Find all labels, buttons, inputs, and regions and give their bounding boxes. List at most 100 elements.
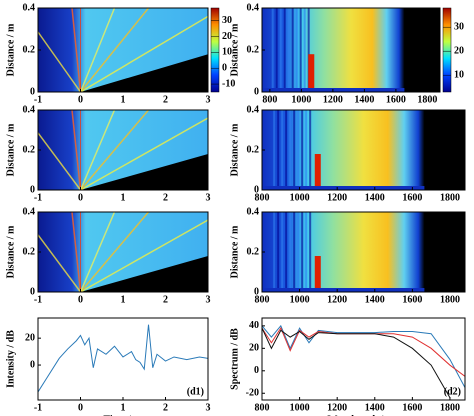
x-tick-label: 1600 bbox=[402, 192, 422, 203]
heatmap-dark bbox=[80, 54, 208, 92]
y-tick-label: 0.2 bbox=[23, 44, 36, 55]
x-tick-label: -1 bbox=[34, 402, 42, 413]
y-tick-label: 0.4 bbox=[247, 2, 260, 13]
x-tick-label: 1600 bbox=[402, 402, 422, 413]
heatmap-floor bbox=[262, 186, 425, 190]
x-tick-label: 1600 bbox=[386, 94, 406, 105]
x-tick-label: 800 bbox=[262, 94, 277, 105]
y-tick-label: 0.2 bbox=[247, 246, 260, 257]
x-tick-label: 1800 bbox=[440, 192, 460, 203]
heatmap-spike bbox=[314, 256, 321, 292]
plot-area bbox=[262, 324, 465, 399]
heatmap-bg bbox=[262, 110, 465, 190]
x-tick-label: 3 bbox=[206, 94, 211, 105]
heatmap-streak bbox=[79, 8, 116, 92]
plot-area bbox=[38, 324, 208, 393]
y-tick-label: 0.4 bbox=[247, 206, 260, 217]
panel-label: (b1) bbox=[187, 176, 204, 187]
heatmap-streak bbox=[80, 117, 208, 190]
x-tick-label: -1 bbox=[34, 294, 42, 305]
x-tick-label: 2 bbox=[163, 402, 168, 413]
plot-area bbox=[38, 110, 208, 190]
series-line bbox=[262, 327, 451, 399]
y-tick-label: 0.2 bbox=[23, 144, 36, 155]
series-line bbox=[38, 324, 208, 393]
y-tick-label: 0.2 bbox=[23, 246, 36, 257]
x-tick-label: 2 bbox=[163, 192, 168, 203]
x-tick-label: 1 bbox=[121, 94, 126, 105]
y-axis-label: Distance / m bbox=[5, 123, 16, 176]
colorbar bbox=[210, 7, 220, 93]
y-tick-label: 0 bbox=[254, 86, 259, 97]
x-tick-label: 1000 bbox=[291, 94, 311, 105]
panel-label: (d1) bbox=[187, 386, 204, 397]
heatmap-bg bbox=[262, 8, 440, 92]
y-tick-label: 0 bbox=[30, 359, 35, 370]
y-axis-label: Distance / m bbox=[229, 123, 240, 176]
y-tick-label: 0.4 bbox=[23, 206, 36, 217]
y-axis-label: Distance / m bbox=[5, 23, 16, 76]
x-tick-label: 800 bbox=[255, 294, 270, 305]
y-tick-label: 0 bbox=[30, 286, 35, 297]
y-axis-label: Distance / m bbox=[229, 225, 240, 278]
panel-label: (d2) bbox=[444, 386, 461, 397]
y-axis-label: Spectrum / dB bbox=[229, 328, 240, 390]
heatmap-dark bbox=[80, 154, 208, 190]
x-tick-label: -1 bbox=[34, 192, 42, 203]
colorbar-tick-label: 0 bbox=[222, 63, 227, 74]
heatmap-streak bbox=[79, 212, 116, 292]
heatmap-streak bbox=[80, 219, 208, 292]
x-tick-label: 1800 bbox=[417, 94, 437, 105]
panel-label: (a1) bbox=[187, 78, 204, 89]
y-tick-label: 20 bbox=[25, 332, 35, 343]
plot-area bbox=[262, 110, 465, 190]
x-tick-label: 1200 bbox=[323, 94, 343, 105]
colorbar-tick-label: -10 bbox=[222, 78, 235, 89]
y-tick-label: 0.4 bbox=[23, 2, 36, 13]
x-tick-label: 1400 bbox=[365, 294, 385, 305]
x-tick-label: 1800 bbox=[440, 294, 460, 305]
y-tick-label: 20 bbox=[249, 343, 259, 354]
y-axis-label: Distance / m bbox=[229, 23, 240, 76]
heatmap-spike bbox=[308, 54, 315, 92]
x-tick-label: 1 bbox=[121, 294, 126, 305]
heatmap-streak bbox=[38, 233, 82, 292]
heatmap-streak bbox=[38, 131, 82, 190]
x-tick-label: 800 bbox=[255, 402, 270, 413]
y-tick-label: 0.2 bbox=[247, 44, 260, 55]
heatmap-streak bbox=[79, 110, 116, 190]
x-tick-label: 3 bbox=[206, 402, 211, 413]
y-tick-label: 0 bbox=[30, 184, 35, 195]
x-tick-label: 1400 bbox=[365, 192, 385, 203]
x-axis-label: Time / ps bbox=[103, 414, 142, 416]
y-tick-label: 0 bbox=[254, 286, 259, 297]
x-tick-label: 1800 bbox=[440, 402, 460, 413]
x-tick-label: 0 bbox=[78, 294, 83, 305]
x-tick-label: 800 bbox=[255, 192, 270, 203]
panel-label: (c2) bbox=[445, 278, 461, 289]
heatmap-streak bbox=[38, 30, 82, 92]
y-tick-label: 0 bbox=[254, 365, 259, 376]
heatmap-streak bbox=[71, 110, 82, 190]
heatmap-streak bbox=[80, 15, 208, 92]
plot-area bbox=[38, 212, 208, 292]
x-tick-label: 1600 bbox=[402, 294, 422, 305]
x-tick-label: 1 bbox=[121, 402, 126, 413]
plot-area bbox=[38, 8, 208, 92]
x-tick-label: 1400 bbox=[354, 94, 374, 105]
x-tick-label: 1000 bbox=[290, 402, 310, 413]
heatmap-spike bbox=[314, 154, 321, 190]
x-tick-label: 2 bbox=[163, 294, 168, 305]
colorbar-tick-label: 20 bbox=[222, 31, 232, 42]
heatmap-streak bbox=[71, 212, 82, 292]
x-tick-label: 0 bbox=[78, 192, 83, 203]
y-tick-label: -20 bbox=[246, 388, 259, 399]
x-tick-label: 1000 bbox=[290, 294, 310, 305]
y-tick-label: 0 bbox=[254, 184, 259, 195]
x-tick-label: 1000 bbox=[290, 192, 310, 203]
heatmap-streak bbox=[79, 110, 150, 190]
y-tick-label: 0.2 bbox=[247, 144, 260, 155]
x-tick-label: 3 bbox=[206, 192, 211, 203]
y-tick-label: 0.4 bbox=[23, 104, 36, 115]
